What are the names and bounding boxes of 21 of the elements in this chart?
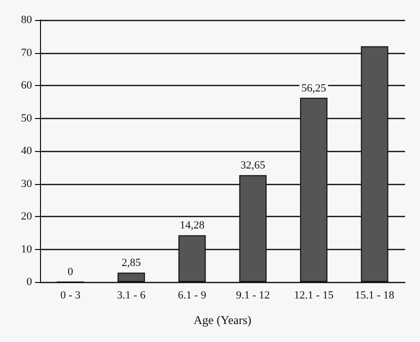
x-tick-label: 15.1 - 18 bbox=[354, 290, 395, 302]
data-label: 32,65 bbox=[240, 160, 266, 172]
y-tick-label: 70 bbox=[21, 46, 32, 59]
x-tick-label: 12.1 - 15 bbox=[294, 290, 334, 302]
data-label: 2,85 bbox=[122, 257, 142, 270]
data-label: 56,25 bbox=[301, 82, 327, 94]
data-label: 14,28 bbox=[180, 220, 205, 232]
x-tick-label: 6.1 - 9 bbox=[178, 290, 207, 302]
y-tick-label: 80 bbox=[21, 14, 32, 26]
x-tick-label: 0 - 3 bbox=[60, 290, 81, 302]
y-tick-label: 40 bbox=[21, 145, 32, 157]
y-tick-label: 30 bbox=[21, 178, 32, 190]
y-tick-label: 0 bbox=[26, 276, 32, 288]
y-tick-label: 10 bbox=[21, 243, 32, 256]
x-tick-label: 9.1 - 12 bbox=[236, 290, 270, 302]
y-tick-label: 60 bbox=[21, 80, 32, 92]
data-label: 0 bbox=[68, 266, 74, 278]
y-tick-label: 50 bbox=[21, 112, 32, 124]
x-axis-title: Age (Years) bbox=[194, 313, 252, 327]
y-tick-label: 20 bbox=[21, 210, 32, 222]
x-tick-label: 3.1 - 6 bbox=[117, 290, 146, 302]
